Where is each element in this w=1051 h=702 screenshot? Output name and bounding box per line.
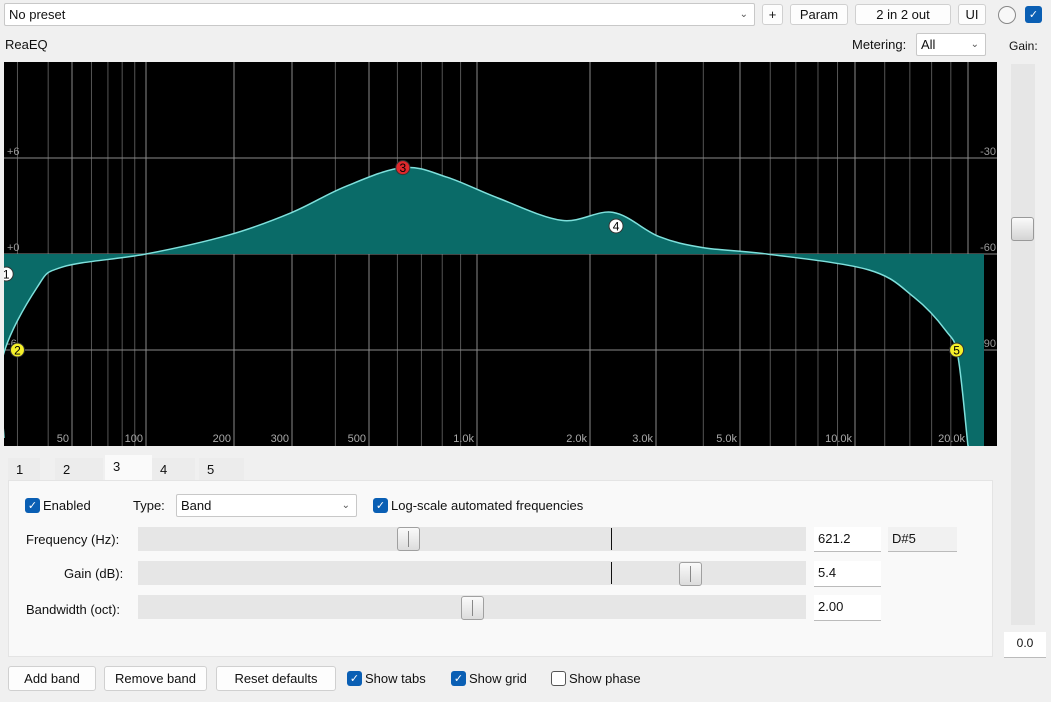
- bypass-checkbox[interactable]: ✓: [1025, 6, 1042, 23]
- tab-band-3[interactable]: 3: [105, 455, 152, 481]
- tab-band-1[interactable]: 1: [8, 458, 40, 480]
- band-node-label: 4: [613, 220, 620, 234]
- show-phase-label: Show phase: [569, 671, 641, 686]
- show-phase-checkbox[interactable]: [551, 671, 566, 686]
- band-gain-slider[interactable]: [138, 561, 806, 585]
- y-tick-label-left: +0: [7, 242, 20, 254]
- check-icon: ✓: [27, 500, 38, 512]
- y-tick-label-right: -30: [980, 146, 996, 158]
- type-label: Type:: [133, 498, 165, 513]
- band-node-1: [0, 266, 14, 282]
- band-node-3: [395, 160, 411, 176]
- check-icon: ✓: [453, 673, 464, 685]
- show-tabs-label: Show tabs: [365, 671, 426, 686]
- gain-value-field[interactable]: 0.0: [1004, 632, 1046, 658]
- add-preset-button[interactable]: +: [762, 4, 783, 25]
- frequency-slider-thumb[interactable]: [397, 527, 420, 551]
- metering-select[interactable]: All ⌄: [916, 33, 986, 56]
- metering-label: Metering:: [852, 37, 907, 52]
- x-tick-label: 20.0k: [938, 433, 965, 445]
- bandwidth-field[interactable]: 2.00: [814, 595, 881, 621]
- tab-band-5[interactable]: 5: [199, 458, 244, 480]
- wet-knob[interactable]: [998, 6, 1016, 24]
- check-icon: ✓: [1028, 9, 1039, 21]
- frequency-field[interactable]: 621.2: [814, 527, 881, 552]
- type-select[interactable]: Band ⌄: [176, 494, 357, 517]
- gain-db-label: Gain (dB):: [64, 566, 124, 581]
- show-grid-checkbox[interactable]: ✓: [451, 671, 466, 686]
- gain-slider-thumb[interactable]: [1011, 217, 1034, 241]
- band-node-label: 2: [14, 344, 21, 358]
- bandwidth-label: Bandwidth (oct):: [26, 602, 120, 617]
- x-tick-label: 50: [57, 433, 69, 445]
- x-tick-label: 500: [348, 433, 366, 445]
- add-band-button[interactable]: Add band: [8, 666, 96, 691]
- gain-label: Gain:: [1009, 39, 1038, 53]
- metering-value: All: [921, 37, 936, 52]
- gain-slider-track[interactable]: [1011, 64, 1035, 625]
- chevron-down-icon: ⌄: [739, 8, 748, 20]
- x-tick-label: 2.0k: [566, 433, 587, 445]
- check-icon: ✓: [375, 500, 386, 512]
- eq-response-fill: [0, 167, 984, 453]
- preset-value: No preset: [9, 7, 66, 22]
- enabled-label: Enabled: [43, 498, 91, 513]
- band-node-5: [949, 342, 965, 358]
- tab-band-4[interactable]: 4: [152, 458, 195, 480]
- param-button[interactable]: Param: [790, 4, 848, 25]
- chevron-down-icon: ⌄: [970, 38, 979, 50]
- show-grid-label: Show grid: [469, 671, 527, 686]
- frequency-slider[interactable]: [138, 527, 806, 551]
- frequency-center-mark: [611, 528, 612, 550]
- x-tick-label: 10.0k: [825, 433, 852, 445]
- chevron-down-icon: ⌄: [341, 499, 350, 511]
- eq-graph[interactable]: 50 100 200 300 500 1.0k 2.0k 3.0k 5.0k 10.0k 20.0k…: [0, 62, 997, 454]
- tab-band-2[interactable]: 2: [55, 458, 103, 480]
- x-tick-label: 3.0k: [632, 433, 653, 445]
- plugin-name: ReaEQ: [5, 37, 48, 52]
- ui-button[interactable]: UI: [958, 4, 986, 25]
- frequency-note: D#5: [888, 527, 957, 552]
- bandwidth-slider-thumb[interactable]: [461, 596, 484, 620]
- logscale-label: Log-scale automated frequencies: [391, 498, 584, 513]
- remove-band-button[interactable]: Remove band: [104, 666, 207, 691]
- preset-select[interactable]: No preset ⌄: [4, 3, 755, 26]
- check-icon: ✓: [349, 673, 360, 685]
- band-gain-field[interactable]: 5.4: [814, 561, 881, 587]
- y-tick-label-left: +6: [7, 146, 20, 158]
- routing-button[interactable]: 2 in 2 out: [855, 4, 951, 25]
- x-tick-label: 300: [271, 433, 289, 445]
- band-node-label: 3: [399, 161, 406, 175]
- x-tick-label: 200: [213, 433, 231, 445]
- show-tabs-checkbox[interactable]: ✓: [347, 671, 362, 686]
- logscale-checkbox[interactable]: ✓: [373, 498, 388, 513]
- x-tick-label: 1.0k: [453, 433, 474, 445]
- band-node-4: [608, 218, 624, 234]
- eq-graph-svg: 50 100 200 300 500 1.0k 2.0k 3.0k 5.0k 10.0k 20.0k…: [0, 62, 997, 454]
- band-gain-center-mark: [611, 562, 612, 584]
- reset-defaults-button[interactable]: Reset defaults: [216, 666, 336, 691]
- x-tick-label: 5.0k: [716, 433, 737, 445]
- x-tick-label: 100: [125, 433, 143, 445]
- eq-response-curve: [0, 166, 970, 454]
- y-tick-label-right: -90: [980, 338, 996, 350]
- y-tick-label-left: -6: [7, 338, 17, 350]
- enabled-checkbox[interactable]: ✓: [25, 498, 40, 513]
- band-node-label: 5: [953, 344, 960, 358]
- frequency-label: Frequency (Hz):: [26, 532, 120, 547]
- y-tick-label-right: -60: [980, 242, 996, 254]
- type-value: Band: [181, 498, 212, 513]
- band-node-2: [9, 342, 25, 358]
- band-node-label: 1: [4, 268, 10, 282]
- band-gain-slider-thumb[interactable]: [679, 562, 702, 586]
